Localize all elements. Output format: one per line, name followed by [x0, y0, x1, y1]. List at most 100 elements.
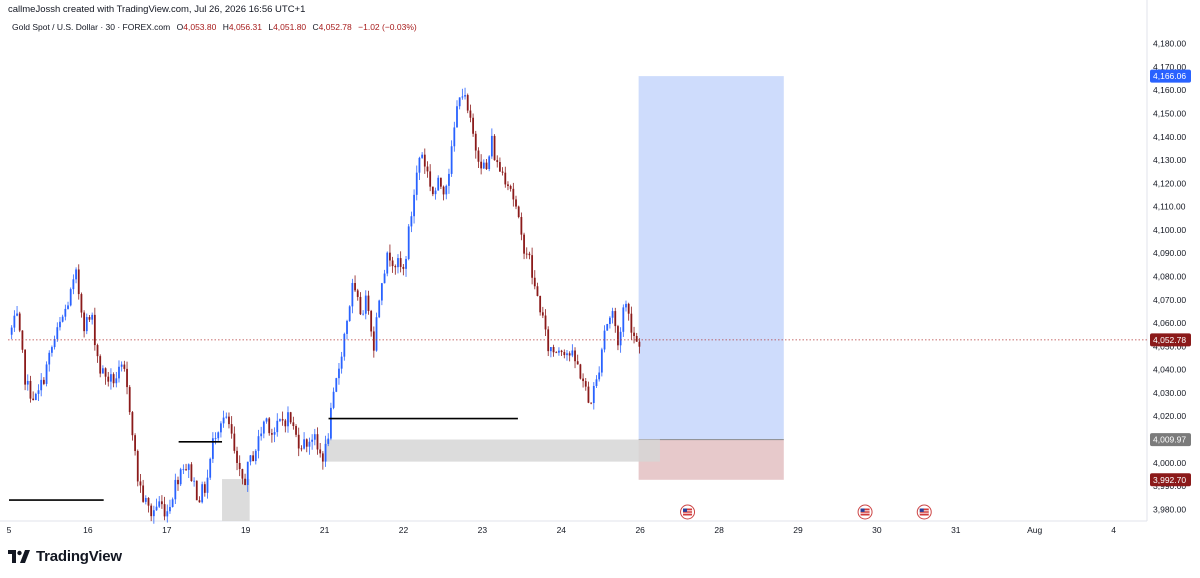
candle-14 — [48, 352, 51, 365]
candle-91 — [254, 450, 257, 462]
brand-name: TradingView — [36, 548, 122, 565]
tradingview-logo[interactable]: TradingView — [8, 548, 122, 565]
candle-170 — [466, 95, 469, 111]
candle-172 — [472, 117, 474, 134]
candle-66 — [187, 464, 190, 470]
candle-63 — [179, 469, 182, 485]
candle-56 — [161, 501, 163, 505]
candle-175 — [480, 161, 483, 169]
candle-145 — [399, 258, 402, 267]
candle-150 — [413, 194, 415, 217]
candle-203 — [555, 352, 558, 354]
candle-109 — [303, 439, 305, 449]
candle-7 — [29, 380, 32, 399]
candle-138 — [380, 283, 383, 301]
candle-19 — [61, 316, 64, 322]
candle-8 — [32, 398, 35, 401]
y-tick-label: 4,080.00 — [1153, 272, 1186, 282]
open-value: 4,053.80 — [183, 22, 217, 32]
candle-101 — [281, 419, 284, 421]
candle-229 — [625, 303, 627, 308]
candle-227 — [619, 331, 622, 346]
y-tick-label: 4,100.00 — [1153, 225, 1186, 235]
candle-88 — [246, 461, 249, 486]
candle-30 — [91, 314, 94, 320]
candle-215 — [587, 386, 590, 403]
candle-146 — [402, 266, 405, 269]
candle-100 — [279, 419, 281, 421]
candle-89 — [249, 455, 252, 462]
candle-51 — [147, 497, 150, 506]
candle-205 — [560, 350, 563, 353]
candle-233 — [635, 335, 638, 342]
candle-144 — [397, 258, 399, 268]
candle-65 — [185, 469, 187, 471]
candle-96 — [268, 418, 271, 434]
candle-41 — [120, 364, 123, 367]
x-tick-label: 31 — [951, 525, 961, 535]
candle-122 — [338, 368, 340, 379]
candle-202 — [552, 347, 555, 353]
candle-124 — [343, 333, 346, 357]
close-label: C — [312, 22, 319, 32]
candle-181 — [496, 160, 499, 163]
candle-131 — [362, 313, 365, 315]
candle-127 — [351, 283, 354, 307]
candle-183 — [501, 171, 504, 173]
candle-68 — [193, 480, 195, 482]
profit-zone[interactable] — [638, 76, 784, 440]
candle-159 — [437, 177, 440, 191]
candle-107 — [297, 434, 300, 449]
candle-23 — [72, 279, 75, 290]
candle-25 — [77, 269, 80, 295]
x-tick-label: 16 — [83, 525, 93, 535]
y-tick-label: 4,170.00 — [1153, 62, 1186, 72]
candle-184 — [504, 172, 507, 185]
candle-132 — [364, 295, 367, 314]
candle-166 — [456, 106, 458, 128]
us-flag-canton — [919, 508, 924, 512]
candle-135 — [372, 331, 375, 351]
candle-153 — [421, 154, 424, 158]
candle-189 — [517, 206, 520, 218]
x-tick-label: 24 — [557, 525, 567, 535]
candle-176 — [482, 162, 485, 169]
us-flag-stripes — [919, 508, 929, 516]
us-flag-stripes — [860, 508, 870, 516]
candle-118 — [327, 438, 330, 444]
stop-loss-zone[interactable] — [638, 439, 784, 480]
low-value: 4,051.80 — [273, 22, 307, 32]
candle-95 — [265, 418, 268, 422]
x-tick-label: 29 — [793, 525, 803, 535]
candle-9 — [34, 393, 37, 401]
candle-173 — [474, 133, 477, 151]
candle-110 — [305, 439, 308, 447]
entry-tag-label: 4,009.97 — [1153, 435, 1186, 445]
candle-137 — [378, 300, 381, 318]
gray-zone-1[interactable] — [324, 439, 660, 462]
candle-143 — [394, 266, 397, 268]
candle-3 — [18, 313, 21, 331]
candle-165 — [453, 127, 456, 147]
candle-53 — [152, 510, 155, 517]
candle-214 — [584, 381, 587, 387]
symbol-name[interactable]: Gold Spot / U.S. Dollar · 30 · FOREX.com — [12, 22, 171, 32]
candle-34 — [101, 368, 104, 374]
candle-134 — [370, 310, 373, 332]
candle-22 — [69, 289, 72, 306]
candle-43 — [126, 368, 128, 388]
close-value: 4,052.78 — [318, 22, 352, 32]
candle-55 — [158, 501, 161, 507]
candle-133 — [367, 295, 370, 311]
candle-211 — [576, 361, 579, 365]
candle-219 — [598, 372, 601, 380]
gray-zone-0[interactable] — [222, 479, 250, 521]
candle-158 — [434, 190, 437, 195]
candle-90 — [252, 455, 255, 462]
candle-128 — [354, 283, 356, 291]
candle-180 — [493, 135, 496, 161]
candle-161 — [442, 186, 445, 195]
candle-194 — [531, 255, 534, 278]
candle-164 — [450, 146, 453, 174]
